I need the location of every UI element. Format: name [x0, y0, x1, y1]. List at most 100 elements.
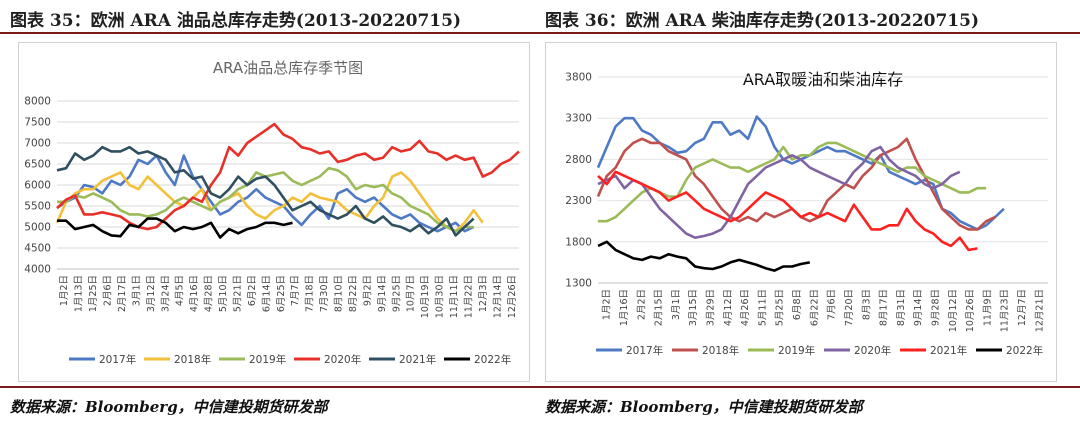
series-line-2018年 [55, 171, 484, 233]
x-tick-label: 9月25日 [391, 275, 402, 312]
y-tick-label: 4000 [24, 264, 51, 276]
y-tick-label: 1800 [565, 236, 592, 248]
figure-35-caption: 图表 35：欧洲 ARA 油品总库存走势(2013-20220715) [10, 11, 462, 31]
y-tick-label: 1300 [565, 278, 592, 290]
chart-title: ARA油品总库存季节图 [213, 59, 363, 77]
x-tick-label: 7月30日 [319, 275, 330, 312]
ara-total-stock-chart: ARA油品总库存季节图 8000 7500 7000 6500 6000 5500 5000 4… [18, 42, 530, 382]
series-line-2018年 [596, 137, 996, 231]
legend-label: 2021年 [399, 353, 436, 366]
x-tick-label: 10月19日 [420, 275, 431, 318]
x-tick-label: 3月24日 [160, 275, 171, 312]
y-tick-label: 6000 [24, 180, 51, 192]
legend-label: 2020年 [324, 353, 361, 366]
x-tick-label: 6月8日 [792, 289, 803, 320]
x-tick-label: 2月17日 [117, 275, 128, 312]
x-tick-label: 8月3日 [861, 289, 872, 320]
chart-title: ARA取暖油和柴油库存 [743, 70, 903, 89]
y-tick-label: 8000 [24, 96, 51, 108]
x-tick-label: 2月2日 [636, 289, 647, 320]
x-tick-label: 11月11日 [449, 275, 460, 318]
x-tick-label: 5月10日 [218, 275, 229, 312]
x-tick-label: 1月2日 [59, 275, 70, 306]
series-line-2022年 [597, 240, 811, 272]
legend-label: 2020年 [854, 344, 891, 357]
series-line-2022年 [57, 217, 293, 239]
x-tick-label: 4月26日 [740, 289, 751, 326]
x-tick-label: 8月22日 [348, 275, 359, 312]
x-tick-label: 3月12日 [146, 275, 157, 312]
x-tick-label: 4月28日 [204, 275, 215, 312]
legend-label: 2021年 [930, 344, 967, 357]
legend-label: 2017年 [99, 353, 136, 366]
x-tick-label: 2月15日 [654, 289, 665, 326]
x-tick-label: 3月1日 [131, 275, 142, 306]
x-tick-label: 3月29日 [706, 289, 717, 326]
x-tick-label: 4月12日 [723, 289, 734, 326]
x-tick-label: 9月14日 [377, 275, 388, 312]
bottom-divider [0, 386, 1080, 388]
x-tick-label: 8月17日 [879, 289, 890, 326]
x-tick-label: 5月11日 [757, 289, 768, 326]
y-tick-label: 3800 [565, 72, 592, 84]
y-tick-label: 7000 [24, 138, 51, 150]
ara-total-stock-svg: ARA油品总库存季节图 8000 7500 7000 6500 6000 5500 5000 4… [24, 59, 520, 366]
top-divider [0, 32, 1080, 34]
x-tick-label: 6月22日 [809, 289, 820, 326]
x-tick-label: 12月7日 [1017, 289, 1028, 326]
x-tick-label: 11月9日 [982, 289, 993, 326]
x-tick-label: 12月21日 [1034, 289, 1045, 332]
x-tick-label: 11月22日 [463, 275, 474, 318]
y-tick-label: 3300 [565, 113, 592, 125]
x-tick-label: 1月16日 [619, 289, 630, 326]
x-tick-label: 3月1日 [671, 289, 682, 320]
legend-label: 2017年 [626, 344, 663, 357]
x-tick-label: 12月3日 [478, 275, 489, 312]
series-line-2021年 [597, 170, 978, 252]
x-tick-label: 5月25日 [775, 289, 786, 326]
x-tick-label: 3月15日 [688, 289, 699, 326]
x-tick-label: 8月10日 [334, 275, 345, 312]
ara-diesel-stock-svg: ARA取暖油和柴油库存 3800 3300 2800 2300 1800 1300 1月2日 1… [565, 70, 1048, 357]
x-tick-label: 8月31日 [896, 289, 907, 326]
x-tick-label: 1月13日 [74, 275, 85, 312]
x-tick-label: 5月21日 [232, 275, 243, 312]
x-tick-label: 1月25日 [88, 275, 99, 312]
legend-label: 2018年 [702, 344, 739, 357]
x-tick-label: 9月2日 [362, 275, 373, 306]
x-tick-label: 9月14日 [913, 289, 924, 326]
figure-36-caption: 图表 36：欧洲 ARA 柴油库存走势(2013-20220715) [545, 11, 980, 31]
x-tick-label: 12月26日 [507, 275, 518, 318]
x-tick-label: 4月5日 [175, 275, 186, 306]
y-tick-label: 7500 [24, 117, 51, 129]
x-tick-label: 7月7日 [290, 275, 301, 306]
y-tick-label: 2300 [565, 195, 592, 207]
x-tick-label: 7月20日 [844, 289, 855, 326]
x-tick-label: 10月26日 [965, 289, 976, 332]
x-tick-label: 1月2日 [602, 289, 613, 320]
ara-diesel-stock-chart: ARA取暖油和柴油库存 3800 3300 2800 2300 1800 1300 1月2日 1… [545, 42, 1057, 382]
x-tick-label: 9月28日 [931, 289, 942, 326]
x-tick-label: 10月30日 [435, 275, 446, 318]
y-tick-label: 4500 [24, 243, 51, 255]
source-note-right: 数据来源：Bloomberg，中信建投期货研发部 [545, 398, 863, 416]
x-tick-label: 6月2日 [247, 275, 258, 306]
x-tick-label: 11月23日 [1000, 289, 1011, 332]
legend-label: 2022年 [1006, 344, 1043, 357]
x-tick-label: 7月6日 [827, 289, 838, 320]
legend-label: 2018年 [174, 353, 211, 366]
x-tick-label: 10月12日 [948, 289, 959, 332]
series-line-2021年 [56, 145, 475, 237]
x-tick-label: 6月25日 [276, 275, 287, 312]
y-tick-label: 6500 [24, 159, 51, 171]
legend-label: 2022年 [474, 353, 511, 366]
source-note-left: 数据来源：Bloomberg，中信建投期货研发部 [10, 398, 328, 416]
x-tick-label: 6月14日 [261, 275, 272, 312]
y-tick-label: 5500 [24, 201, 51, 213]
legend-label: 2019年 [249, 353, 286, 366]
y-tick-label: 5000 [24, 222, 51, 234]
series-line-2020年 [597, 145, 961, 239]
x-tick-label: 4月16日 [189, 275, 200, 312]
y-tick-label: 2800 [565, 154, 592, 166]
x-tick-label: 10月7日 [406, 275, 417, 312]
